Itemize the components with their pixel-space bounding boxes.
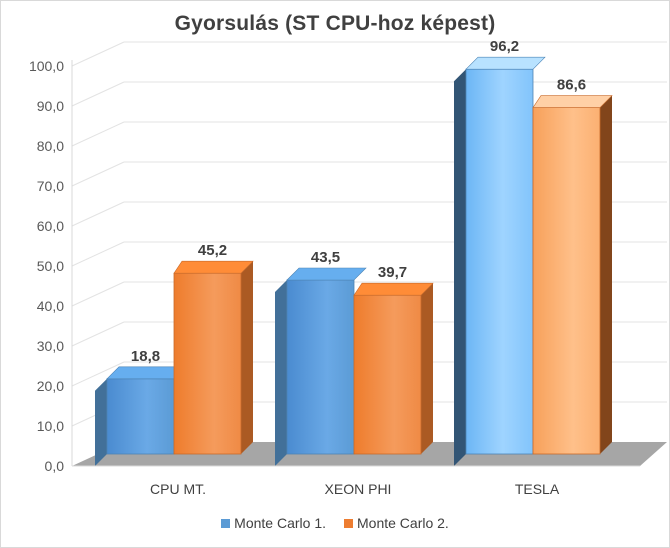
bar-top-face — [465, 56, 546, 70]
gridline-depth-10 — [71, 41, 125, 67]
data-label-1-3: 96,2 — [490, 38, 519, 55]
chart-legend: Monte Carlo 1. Monte Carlo 2. — [0, 515, 670, 531]
bar-front-face — [532, 107, 601, 455]
bar-2-1 — [173, 260, 254, 455]
bar-2-2 — [353, 282, 434, 455]
data-label-2-3: 86,6 — [557, 77, 586, 94]
bar-1-1 — [95, 366, 187, 466]
x-tick-label-3: TESLA — [515, 481, 560, 497]
bar-top-face — [532, 95, 613, 108]
gridline-depth-2 — [71, 361, 125, 387]
bar-side-face — [600, 95, 612, 454]
bar-top-face — [353, 282, 434, 296]
bar-front-face — [465, 68, 534, 455]
bar-1-2 — [275, 267, 367, 466]
y-tick-label-8: 80,0 — [37, 138, 64, 154]
y-tick-label-5: 50,0 — [37, 258, 64, 274]
y-tick-label-7: 70,0 — [37, 178, 64, 194]
gridline-depth-3 — [71, 321, 125, 347]
x-tick-label-1: CPU MT. — [150, 481, 206, 497]
bar-front-face — [173, 272, 242, 455]
y-tick-label-4: 40,0 — [37, 298, 64, 314]
bar-side-face — [454, 69, 466, 466]
legend-label-series-1: Monte Carlo 1. — [234, 515, 326, 531]
bar-front-face — [106, 378, 175, 455]
data-label-2-2: 39,7 — [378, 264, 407, 281]
gridline-depth-8 — [71, 121, 125, 147]
gridline-depth-4 — [71, 281, 125, 307]
bar-front-face — [353, 294, 422, 455]
data-label-2-1: 45,2 — [198, 242, 227, 259]
y-tick-label-10: 100,0 — [29, 58, 64, 74]
y-tick-label-3: 30,0 — [37, 338, 64, 354]
data-label-1-1: 18,8 — [131, 348, 160, 365]
bar-side-face — [95, 378, 107, 466]
legend-label-series-2: Monte Carlo 2. — [357, 515, 449, 531]
gridline-depth-9 — [71, 81, 125, 107]
legend-item-series-2: Monte Carlo 2. — [344, 515, 449, 531]
bar-side-face — [421, 283, 433, 454]
y-tick-label-2: 20,0 — [37, 378, 64, 394]
legend-swatch-series-2 — [344, 518, 353, 528]
gridline-depth-7 — [71, 161, 125, 187]
bar-side-face — [241, 261, 253, 454]
y-tick-label-0: 0,0 — [45, 458, 65, 474]
chart-title: Gyorsulás (ST CPU-hoz képest) — [174, 12, 496, 35]
bar-front-face — [286, 279, 355, 455]
bar-side-face — [275, 280, 287, 466]
bar-2-3 — [532, 95, 613, 455]
gridline-depth-5 — [71, 241, 125, 267]
legend-item-series-1: Monte Carlo 1. — [221, 515, 326, 531]
data-label-1-2: 43,5 — [311, 249, 340, 266]
legend-swatch-series-1 — [221, 518, 231, 528]
x-tick-label-2: XEON PHI — [325, 481, 392, 497]
bar-1-3 — [454, 56, 546, 466]
gridline-depth-6 — [71, 201, 125, 227]
bar-top-face — [173, 260, 254, 274]
y-tick-label-9: 90,0 — [37, 98, 64, 114]
bar-top-face — [286, 267, 367, 281]
y-tick-label-1: 10,0 — [37, 418, 64, 434]
y-tick-label-6: 60,0 — [37, 218, 64, 234]
